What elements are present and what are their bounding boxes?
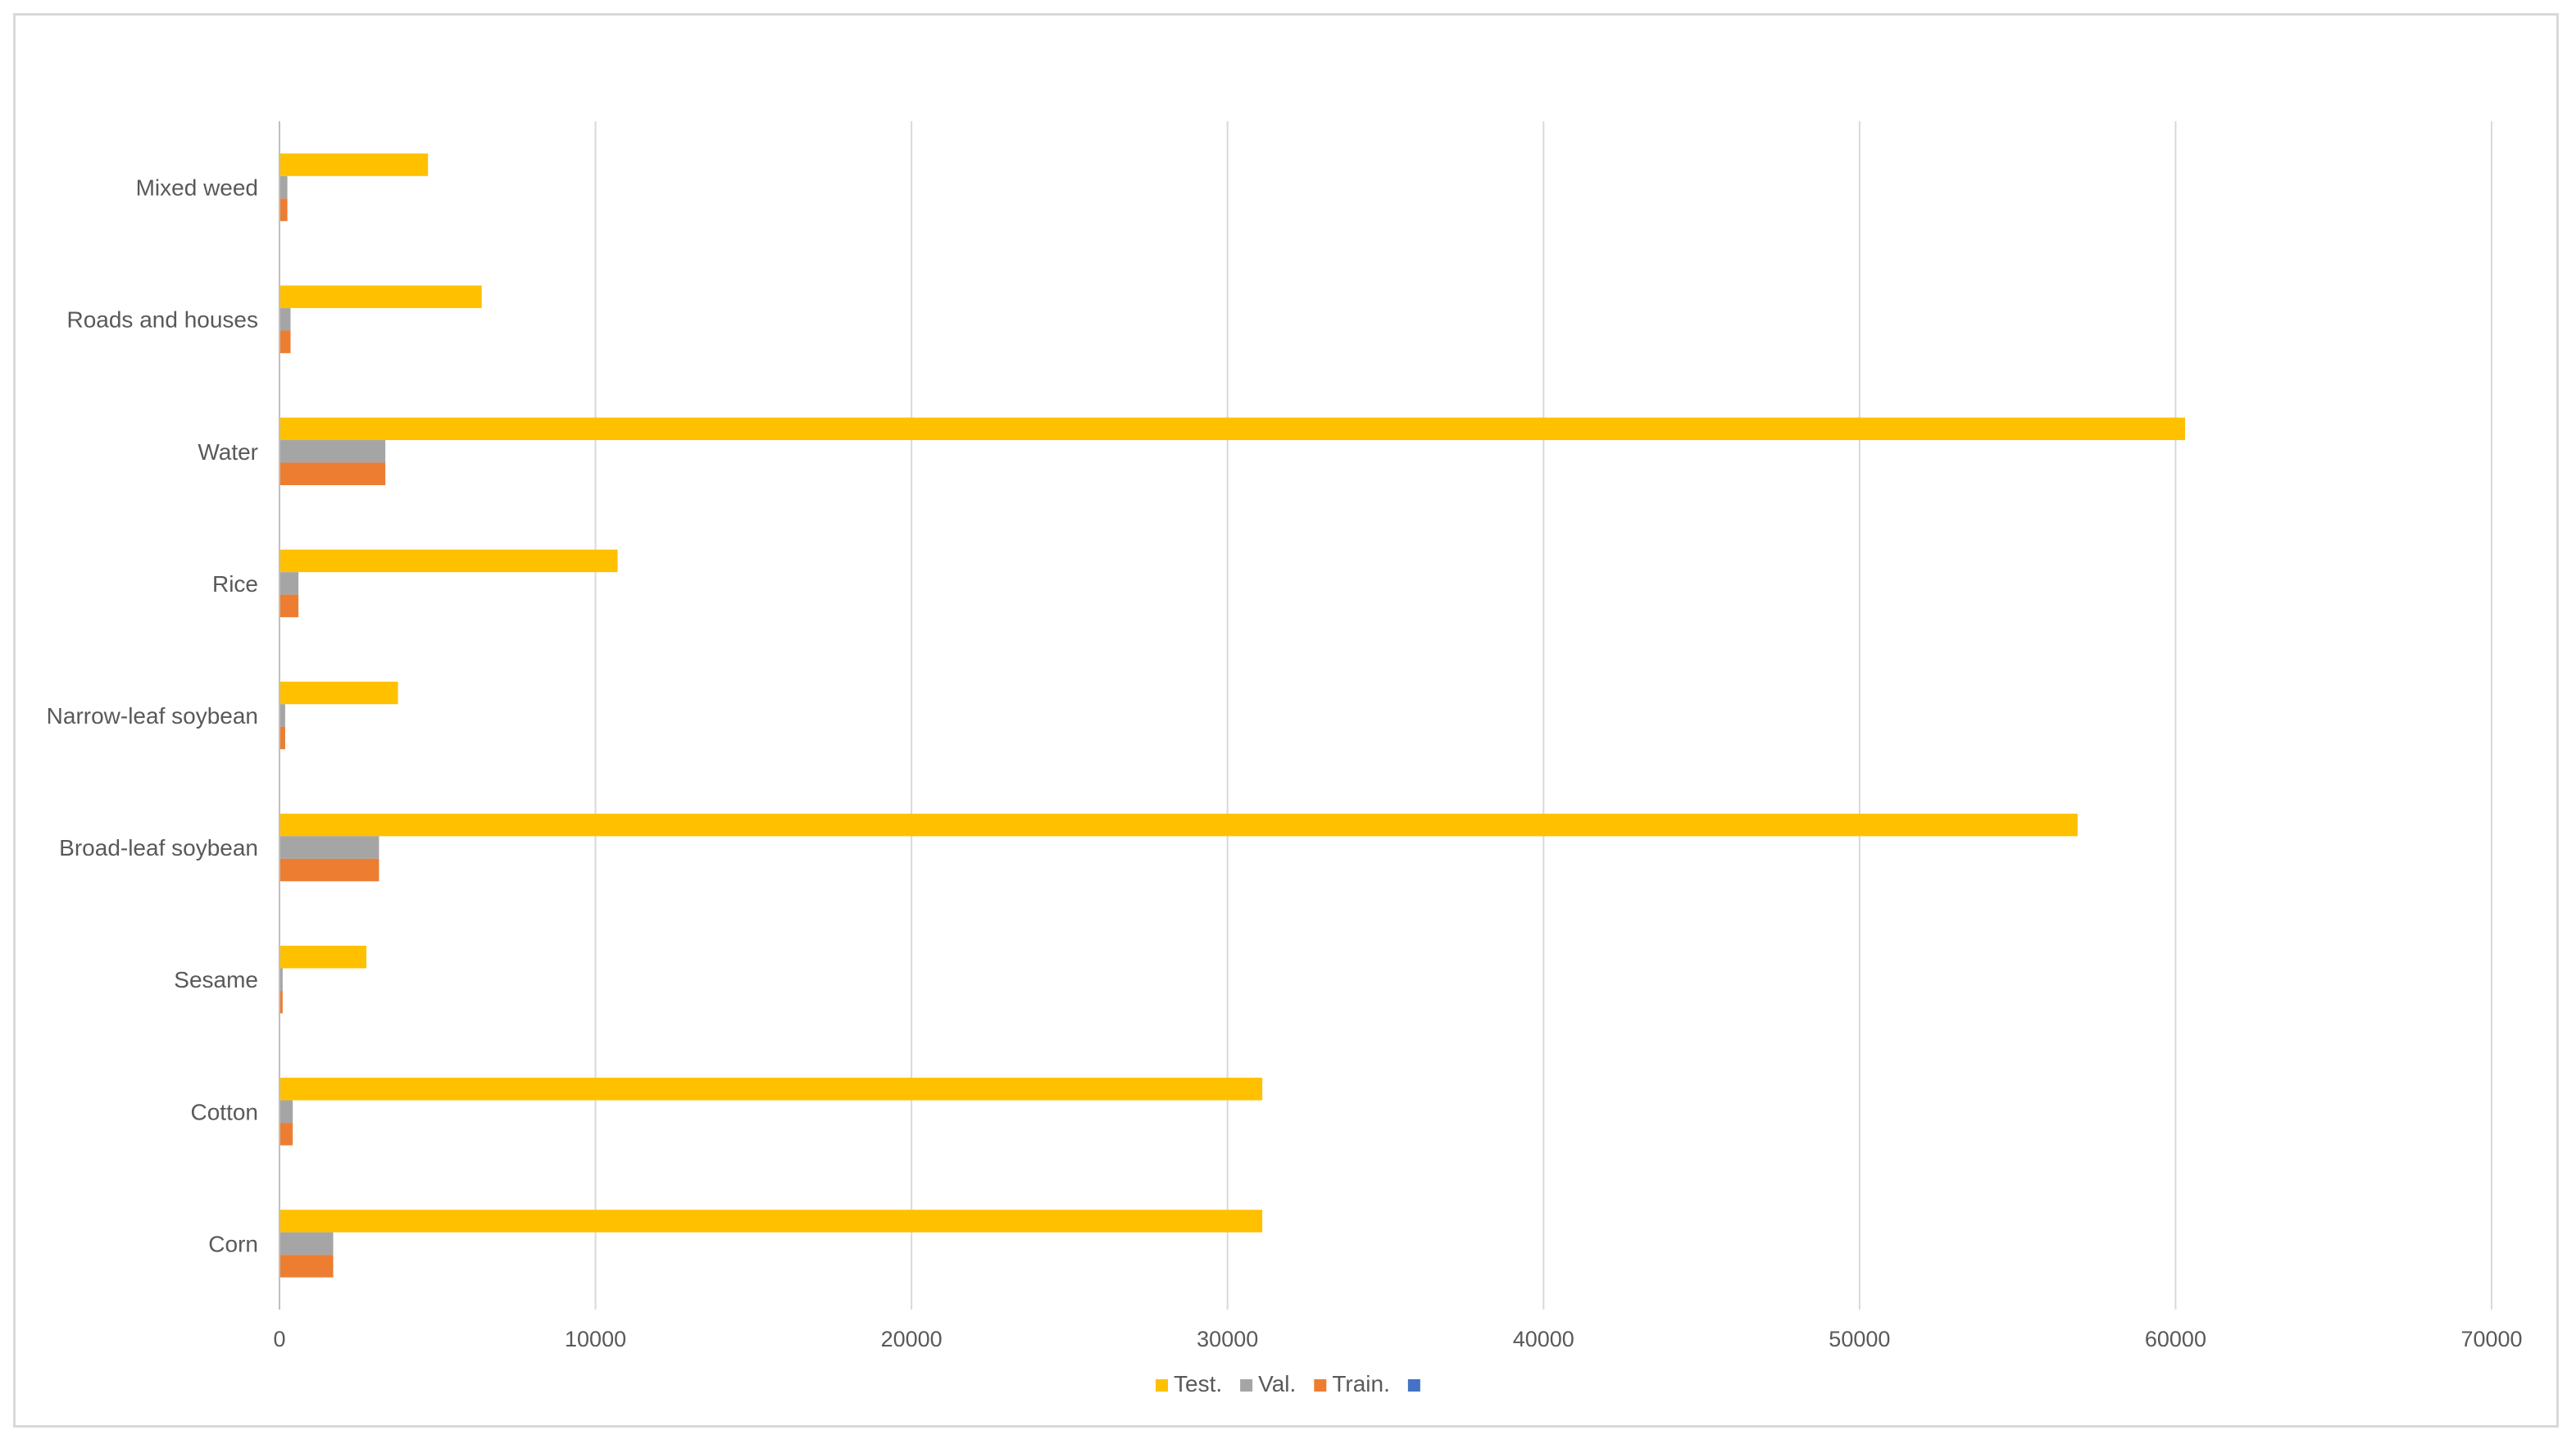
legend-swatch-val <box>1240 1379 1253 1392</box>
legend-swatch-train <box>1314 1379 1327 1392</box>
bar-test-narrow-leaf-soybean <box>279 681 398 705</box>
legend-label-val: Val. <box>1258 1371 1296 1396</box>
bar-val-water <box>279 440 386 463</box>
x-tick-label-60000: 60000 <box>2145 1327 2206 1351</box>
bar-val-rice <box>279 572 299 595</box>
bar-test-sesame <box>279 945 367 969</box>
x-tick-label-30000: 30000 <box>1197 1327 1258 1351</box>
category-labels: Corn Cotton Sesame Broad-leaf soybean Narrow… <box>47 175 258 1257</box>
bar-val-broad-leaf-soybean <box>279 836 379 859</box>
x-tick-label-70000: 70000 <box>2460 1327 2522 1351</box>
x-tick-label-10000: 10000 <box>565 1327 626 1351</box>
bar-train-mixed-weed <box>279 198 288 221</box>
x-tick-label-0: 0 <box>273 1327 285 1351</box>
category-label-broad-leaf-soybean: Broad-leaf soybean <box>59 835 258 860</box>
category-label-cotton: Cotton <box>191 1099 259 1124</box>
bar-train-roads-and-houses <box>279 330 291 353</box>
category-label-water: Water <box>198 439 258 465</box>
bar-train-broad-leaf-soybean <box>279 858 379 882</box>
x-tick-label-20000: 20000 <box>881 1327 943 1351</box>
bar-test-mixed-weed <box>279 153 429 176</box>
bar-val-corn <box>279 1232 334 1256</box>
x-tick-labels: 0 10000 20000 30000 40000 50000 60000 70000 <box>273 1327 2522 1351</box>
category-label-mixed-weed: Mixed weed <box>136 175 258 201</box>
x-tick-label-40000: 40000 <box>1513 1327 1574 1351</box>
bars <box>279 153 2185 1278</box>
bar-train-water <box>279 462 386 486</box>
legend-label-test: Test. <box>1174 1371 1222 1396</box>
category-label-corn: Corn <box>208 1231 258 1256</box>
category-label-rice: Rice <box>212 571 258 597</box>
category-label-roads-and-houses: Roads and houses <box>66 307 258 333</box>
bar-train-corn <box>279 1255 334 1278</box>
bar-test-roads-and-houses <box>279 285 482 308</box>
bar-test-water <box>279 417 2185 441</box>
bar-val-narrow-leaf-soybean <box>279 704 285 727</box>
legend-label-train: Train. <box>1332 1371 1390 1396</box>
legend: Test. Val. Train. <box>1156 1371 1420 1396</box>
bar-test-corn <box>279 1210 1263 1233</box>
legend-swatch-test <box>1156 1379 1168 1392</box>
bar-test-cotton <box>279 1078 1263 1101</box>
chart-frame <box>13 13 2559 1428</box>
x-tick-label-50000: 50000 <box>1829 1327 1890 1351</box>
bar-train-sesame <box>279 990 283 1014</box>
bar-train-narrow-leaf-soybean <box>279 726 285 750</box>
bar-val-sesame <box>279 968 283 991</box>
bar-test-rice <box>279 549 618 573</box>
bar-test-broad-leaf-soybean <box>279 813 2078 837</box>
legend-swatch-series-4 <box>1407 1379 1420 1392</box>
bar-train-cotton <box>279 1123 293 1146</box>
category-label-narrow-leaf-soybean: Narrow-leaf soybean <box>47 703 258 729</box>
category-label-sesame: Sesame <box>174 967 258 992</box>
bar-train-rice <box>279 594 299 618</box>
bar-val-roads-and-houses <box>279 307 291 331</box>
gridlines <box>594 121 2492 1310</box>
bar-val-cotton <box>279 1100 293 1124</box>
bar-val-mixed-weed <box>279 175 288 199</box>
